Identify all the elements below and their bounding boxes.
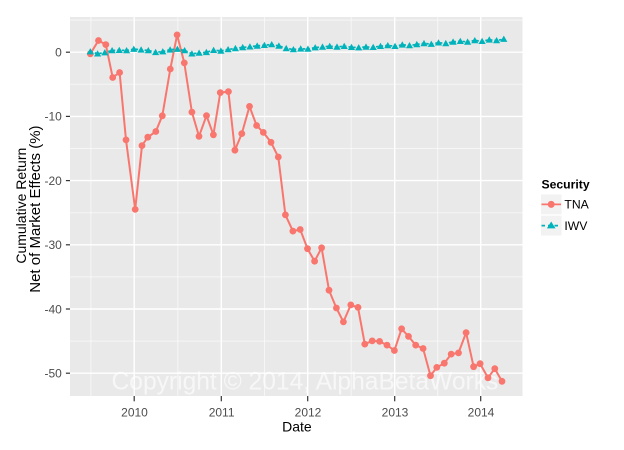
svg-text:Date: Date xyxy=(282,419,312,435)
svg-text:Copyright © 2014, AlphaBetaWor: Copyright © 2014, AlphaBetaWorks xyxy=(112,369,499,396)
svg-text:Net of Market Effects (%): Net of Market Effects (%) xyxy=(27,125,44,292)
svg-text:-30: -30 xyxy=(44,238,62,252)
svg-text:-40: -40 xyxy=(44,302,62,316)
svg-text:TNA: TNA xyxy=(564,198,589,212)
svg-text:IWV: IWV xyxy=(564,219,588,233)
svg-text:Security: Security xyxy=(542,178,590,192)
svg-text:0: 0 xyxy=(55,46,62,60)
svg-text:2014: 2014 xyxy=(468,405,495,419)
svg-text:2012: 2012 xyxy=(295,405,322,419)
svg-text:2010: 2010 xyxy=(121,405,148,419)
svg-text:-50: -50 xyxy=(44,367,62,381)
svg-text:2011: 2011 xyxy=(209,405,235,419)
svg-text:-20: -20 xyxy=(44,174,62,188)
svg-text:2013: 2013 xyxy=(382,405,409,419)
svg-text:-10: -10 xyxy=(44,110,62,124)
svg-text:Cumulative Return: Cumulative Return xyxy=(13,148,29,264)
